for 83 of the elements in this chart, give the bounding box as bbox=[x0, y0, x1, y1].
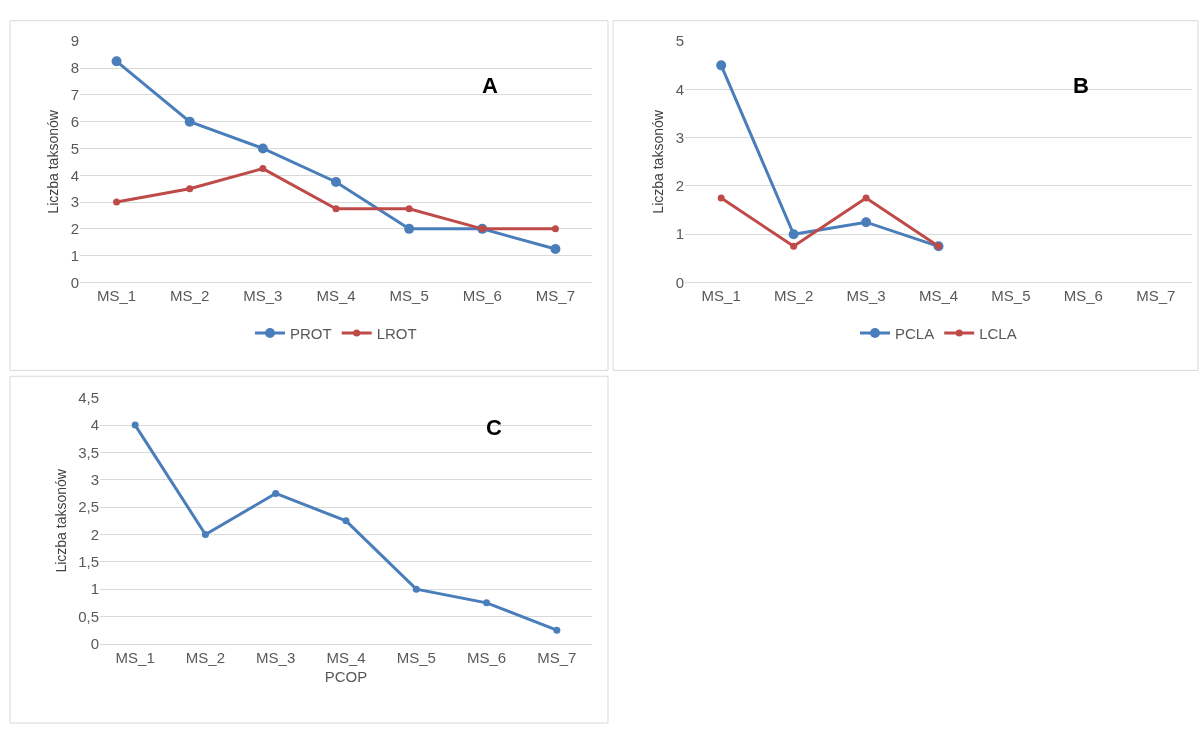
annotation: C bbox=[486, 415, 502, 440]
y-tick-label: 1 bbox=[675, 225, 684, 243]
y-tick-label: 9 bbox=[70, 32, 79, 50]
legend-label: LROT bbox=[376, 324, 417, 342]
point bbox=[553, 626, 561, 634]
point bbox=[331, 176, 341, 187]
x-tick-label: MS_2 bbox=[774, 287, 814, 305]
x-tick-label: MS_2 bbox=[170, 287, 210, 305]
y-tick-label: 8 bbox=[70, 59, 79, 77]
y-tick-label: 4 bbox=[70, 166, 79, 184]
point bbox=[405, 205, 413, 213]
annotation: A bbox=[482, 73, 498, 98]
point bbox=[113, 198, 121, 206]
y-tick-label: 5 bbox=[675, 32, 684, 50]
y-tick-label: 2,5 bbox=[78, 498, 99, 516]
y-tick-label: 3 bbox=[70, 193, 79, 211]
y-tick-label: 4 bbox=[675, 80, 684, 98]
y-tick-label: 0 bbox=[90, 635, 99, 653]
point bbox=[186, 185, 194, 193]
x-tick-label: MS_6 bbox=[462, 287, 502, 305]
x-tick-label: MS_3 bbox=[256, 648, 296, 666]
point bbox=[412, 585, 420, 593]
x-tick-label: MS_6 bbox=[466, 648, 507, 666]
y-tick-label: 6 bbox=[70, 112, 79, 130]
y-tick-label: 0 bbox=[70, 273, 79, 291]
y-axis-title: Liczba taksonów bbox=[45, 109, 62, 214]
x-tick-label: MS_4 bbox=[326, 648, 366, 666]
x-tick-label: MS_5 bbox=[396, 648, 436, 666]
x-tick-label: MS_7 bbox=[1136, 287, 1176, 305]
y-tick-label: 1 bbox=[90, 580, 99, 598]
x-tick-label: MS_5 bbox=[389, 287, 429, 305]
y-tick-label: 1 bbox=[70, 246, 79, 264]
y-tick-label: 2 bbox=[675, 177, 684, 195]
point bbox=[717, 194, 725, 202]
point bbox=[342, 517, 350, 525]
x-tick-label: MS_7 bbox=[535, 287, 576, 305]
point bbox=[111, 56, 122, 67]
y-axis-title: Liczba taksonów bbox=[650, 109, 667, 214]
x-tick-label: MS_4 bbox=[316, 287, 356, 305]
y-tick-label: 4,5 bbox=[78, 388, 99, 406]
point bbox=[257, 143, 268, 154]
y-tick-label: 0,5 bbox=[78, 607, 99, 625]
point bbox=[862, 194, 870, 202]
point bbox=[332, 205, 340, 213]
x-tick-label: MS_1 bbox=[115, 648, 155, 666]
x-tick-label: MS_6 bbox=[1063, 287, 1103, 305]
y-tick-label: 0 bbox=[675, 273, 684, 291]
x-tick-label: MS_1 bbox=[96, 287, 137, 305]
point bbox=[131, 421, 139, 429]
y-tick-label: 5 bbox=[70, 139, 79, 157]
point bbox=[184, 116, 195, 127]
legend-label: PROT bbox=[290, 324, 332, 342]
point bbox=[790, 242, 798, 250]
x-tick-label: MS_2 bbox=[185, 648, 226, 666]
y-tick-label: 2 bbox=[90, 525, 99, 543]
y-tick-label: 2 bbox=[70, 220, 79, 238]
y-tick-label: 3 bbox=[90, 471, 99, 489]
point bbox=[201, 530, 209, 538]
x-tick-label: MS_3 bbox=[243, 287, 283, 305]
point bbox=[259, 165, 267, 173]
x-tick-label: MS_1 bbox=[701, 287, 741, 305]
point bbox=[788, 229, 799, 240]
point bbox=[483, 599, 491, 607]
point bbox=[272, 489, 280, 497]
x-axis-title: PCOP bbox=[324, 667, 368, 685]
point bbox=[716, 60, 727, 71]
y-axis-title: Liczba taksonów bbox=[52, 468, 69, 573]
point bbox=[550, 243, 561, 254]
y-tick-label: 3 bbox=[675, 128, 684, 146]
x-tick-label: MS_5 bbox=[991, 287, 1031, 305]
point bbox=[404, 223, 415, 234]
x-tick-label: MS_4 bbox=[918, 287, 959, 305]
y-tick-label: 4 bbox=[90, 416, 99, 434]
point bbox=[861, 217, 872, 228]
point bbox=[551, 225, 559, 233]
y-tick-label: 3,5 bbox=[78, 443, 99, 461]
annotation: B bbox=[1073, 73, 1089, 98]
x-tick-label: MS_7 bbox=[537, 648, 577, 666]
legend-label: LCLA bbox=[979, 324, 1017, 342]
y-tick-label: 1,5 bbox=[78, 553, 99, 571]
y-tick-label: 7 bbox=[70, 86, 79, 104]
x-tick-label: MS_3 bbox=[846, 287, 886, 305]
legend-label: PCLA bbox=[895, 324, 935, 342]
